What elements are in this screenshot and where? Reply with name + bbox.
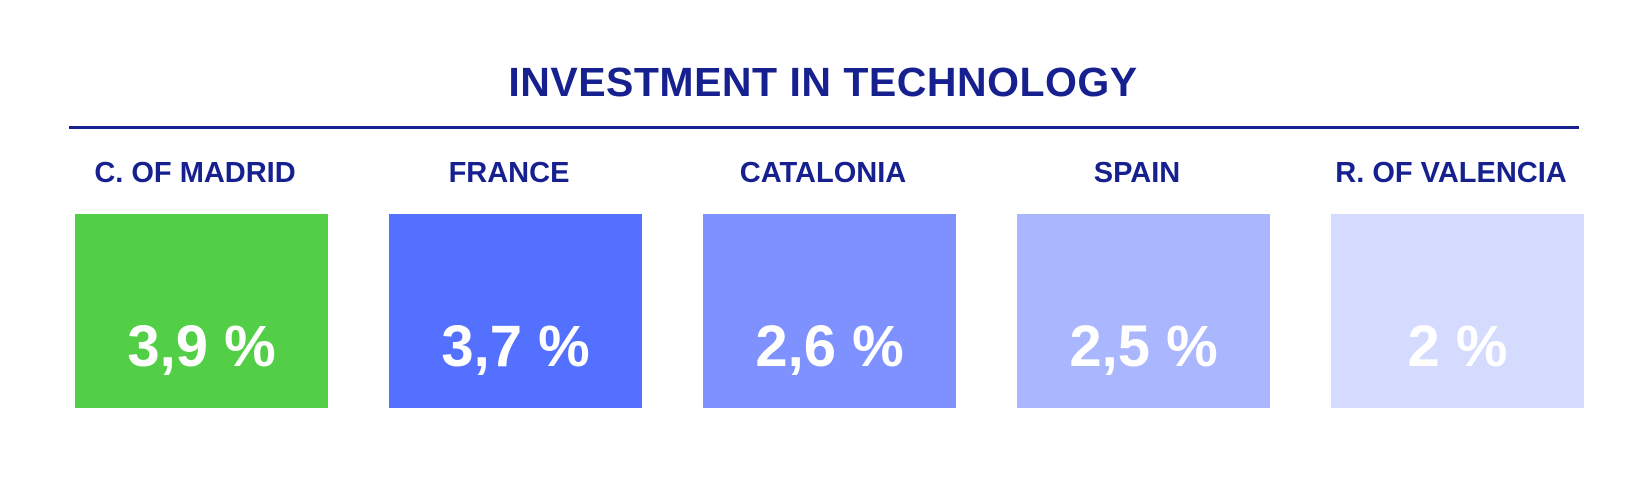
category-label: CATALONIA	[739, 157, 907, 189]
category-label: SPAIN	[1093, 157, 1181, 189]
chart-title: INVESTMENT IN TECHNOLOGY	[508, 59, 1138, 105]
category-card-valencia: R. OF VALENCIA 2 %	[1286, 150, 1616, 410]
value-label: 2 %	[1407, 314, 1508, 379]
category-card-madrid: C. OF MADRID 3,9 %	[30, 150, 360, 410]
value-box: 3,9 %	[75, 214, 328, 408]
category-label: R. OF VALENCIA	[1335, 157, 1567, 189]
category-label: FRANCE	[448, 157, 570, 189]
value-label: 2,6 %	[755, 314, 904, 379]
value-label: 3,7 %	[441, 314, 590, 379]
category-card-spain: SPAIN 2,5 %	[972, 150, 1302, 410]
category-card-france: FRANCE 3,7 %	[344, 150, 674, 410]
value-label: 2,5 %	[1069, 314, 1218, 379]
title-divider	[69, 126, 1579, 129]
value-box: 2 %	[1331, 214, 1584, 408]
category-card-catalonia: CATALONIA 2,6 %	[658, 150, 988, 410]
value-box: 2,5 %	[1017, 214, 1270, 408]
category-label: C. OF MADRID	[94, 157, 296, 189]
value-label: 3,9 %	[127, 314, 276, 379]
value-box: 3,7 %	[389, 214, 642, 408]
value-box: 2,6 %	[703, 214, 956, 408]
